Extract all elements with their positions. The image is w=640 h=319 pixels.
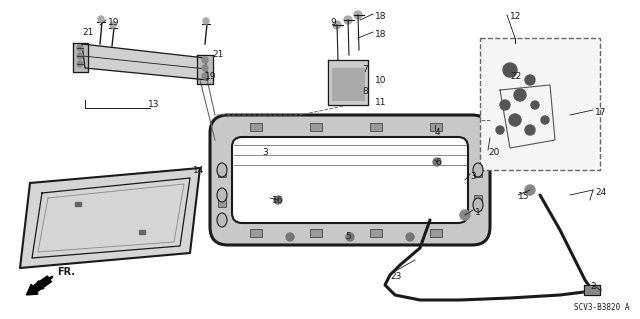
Text: 19: 19 bbox=[205, 72, 216, 81]
Text: 24: 24 bbox=[595, 188, 606, 197]
Text: FR.: FR. bbox=[57, 267, 75, 277]
Polygon shape bbox=[584, 285, 600, 295]
Text: 18: 18 bbox=[375, 12, 387, 21]
Circle shape bbox=[503, 63, 517, 77]
Circle shape bbox=[406, 233, 414, 241]
Ellipse shape bbox=[217, 213, 227, 227]
Circle shape bbox=[346, 233, 354, 241]
Circle shape bbox=[541, 116, 549, 124]
Text: 12: 12 bbox=[510, 12, 522, 21]
Circle shape bbox=[202, 65, 208, 71]
Bar bbox=[430, 123, 442, 131]
Circle shape bbox=[531, 101, 539, 109]
Ellipse shape bbox=[217, 188, 227, 202]
Text: 21: 21 bbox=[212, 50, 223, 59]
Text: 10: 10 bbox=[375, 76, 387, 85]
FancyBboxPatch shape bbox=[232, 137, 468, 223]
Circle shape bbox=[77, 61, 83, 67]
Bar bbox=[310, 229, 322, 237]
Text: 4: 4 bbox=[435, 128, 440, 137]
Polygon shape bbox=[20, 168, 200, 268]
Polygon shape bbox=[197, 55, 213, 84]
Circle shape bbox=[500, 100, 510, 110]
Polygon shape bbox=[332, 68, 364, 100]
Ellipse shape bbox=[473, 198, 483, 212]
Bar bbox=[474, 195, 482, 207]
Bar bbox=[218, 195, 226, 207]
FancyBboxPatch shape bbox=[210, 115, 490, 245]
Ellipse shape bbox=[217, 163, 227, 177]
Bar bbox=[218, 165, 226, 177]
Bar bbox=[430, 229, 442, 237]
Circle shape bbox=[525, 125, 535, 135]
Polygon shape bbox=[328, 60, 368, 105]
Text: 21: 21 bbox=[82, 28, 93, 37]
Circle shape bbox=[110, 22, 116, 28]
Text: 11: 11 bbox=[375, 98, 387, 107]
Text: 2: 2 bbox=[590, 282, 596, 291]
Circle shape bbox=[98, 16, 104, 22]
Polygon shape bbox=[73, 43, 88, 72]
Circle shape bbox=[496, 126, 504, 134]
Circle shape bbox=[77, 53, 83, 59]
Bar bbox=[75, 202, 81, 206]
Circle shape bbox=[433, 158, 441, 166]
Circle shape bbox=[274, 196, 282, 204]
Text: 3: 3 bbox=[470, 172, 476, 181]
Text: 1: 1 bbox=[475, 208, 481, 217]
Circle shape bbox=[354, 11, 362, 19]
Circle shape bbox=[525, 185, 535, 195]
Circle shape bbox=[525, 75, 535, 85]
Text: 20: 20 bbox=[488, 148, 499, 157]
Text: 5: 5 bbox=[345, 232, 351, 241]
Text: 23: 23 bbox=[390, 272, 401, 281]
Bar bbox=[370, 123, 382, 131]
Circle shape bbox=[286, 233, 294, 241]
Text: 8: 8 bbox=[362, 87, 368, 96]
Bar bbox=[370, 229, 382, 237]
Circle shape bbox=[202, 57, 208, 63]
Text: 7: 7 bbox=[362, 65, 368, 74]
Ellipse shape bbox=[473, 163, 483, 177]
Circle shape bbox=[77, 45, 83, 51]
Bar bbox=[250, 229, 262, 237]
Circle shape bbox=[202, 73, 208, 79]
Circle shape bbox=[203, 18, 209, 24]
Text: 15: 15 bbox=[518, 192, 529, 201]
Text: SCV3-B3820 A: SCV3-B3820 A bbox=[575, 303, 630, 312]
Text: 18: 18 bbox=[375, 30, 387, 39]
Circle shape bbox=[460, 210, 470, 220]
Text: 17: 17 bbox=[595, 108, 607, 117]
Text: 6: 6 bbox=[435, 158, 441, 167]
Text: 14: 14 bbox=[193, 166, 204, 175]
Bar bbox=[310, 123, 322, 131]
Bar bbox=[250, 123, 262, 131]
Circle shape bbox=[509, 114, 521, 126]
Text: 9: 9 bbox=[330, 18, 336, 27]
Bar bbox=[139, 230, 145, 234]
Text: 22: 22 bbox=[510, 72, 521, 81]
Text: 19: 19 bbox=[108, 18, 120, 27]
Circle shape bbox=[514, 89, 526, 101]
Bar bbox=[480, 38, 600, 170]
FancyArrow shape bbox=[26, 276, 51, 295]
Polygon shape bbox=[82, 44, 208, 80]
Circle shape bbox=[344, 16, 352, 24]
Text: 13: 13 bbox=[148, 100, 159, 109]
Circle shape bbox=[333, 21, 341, 29]
Text: 16: 16 bbox=[272, 196, 284, 205]
Bar bbox=[474, 165, 482, 177]
Text: 3: 3 bbox=[262, 148, 268, 157]
